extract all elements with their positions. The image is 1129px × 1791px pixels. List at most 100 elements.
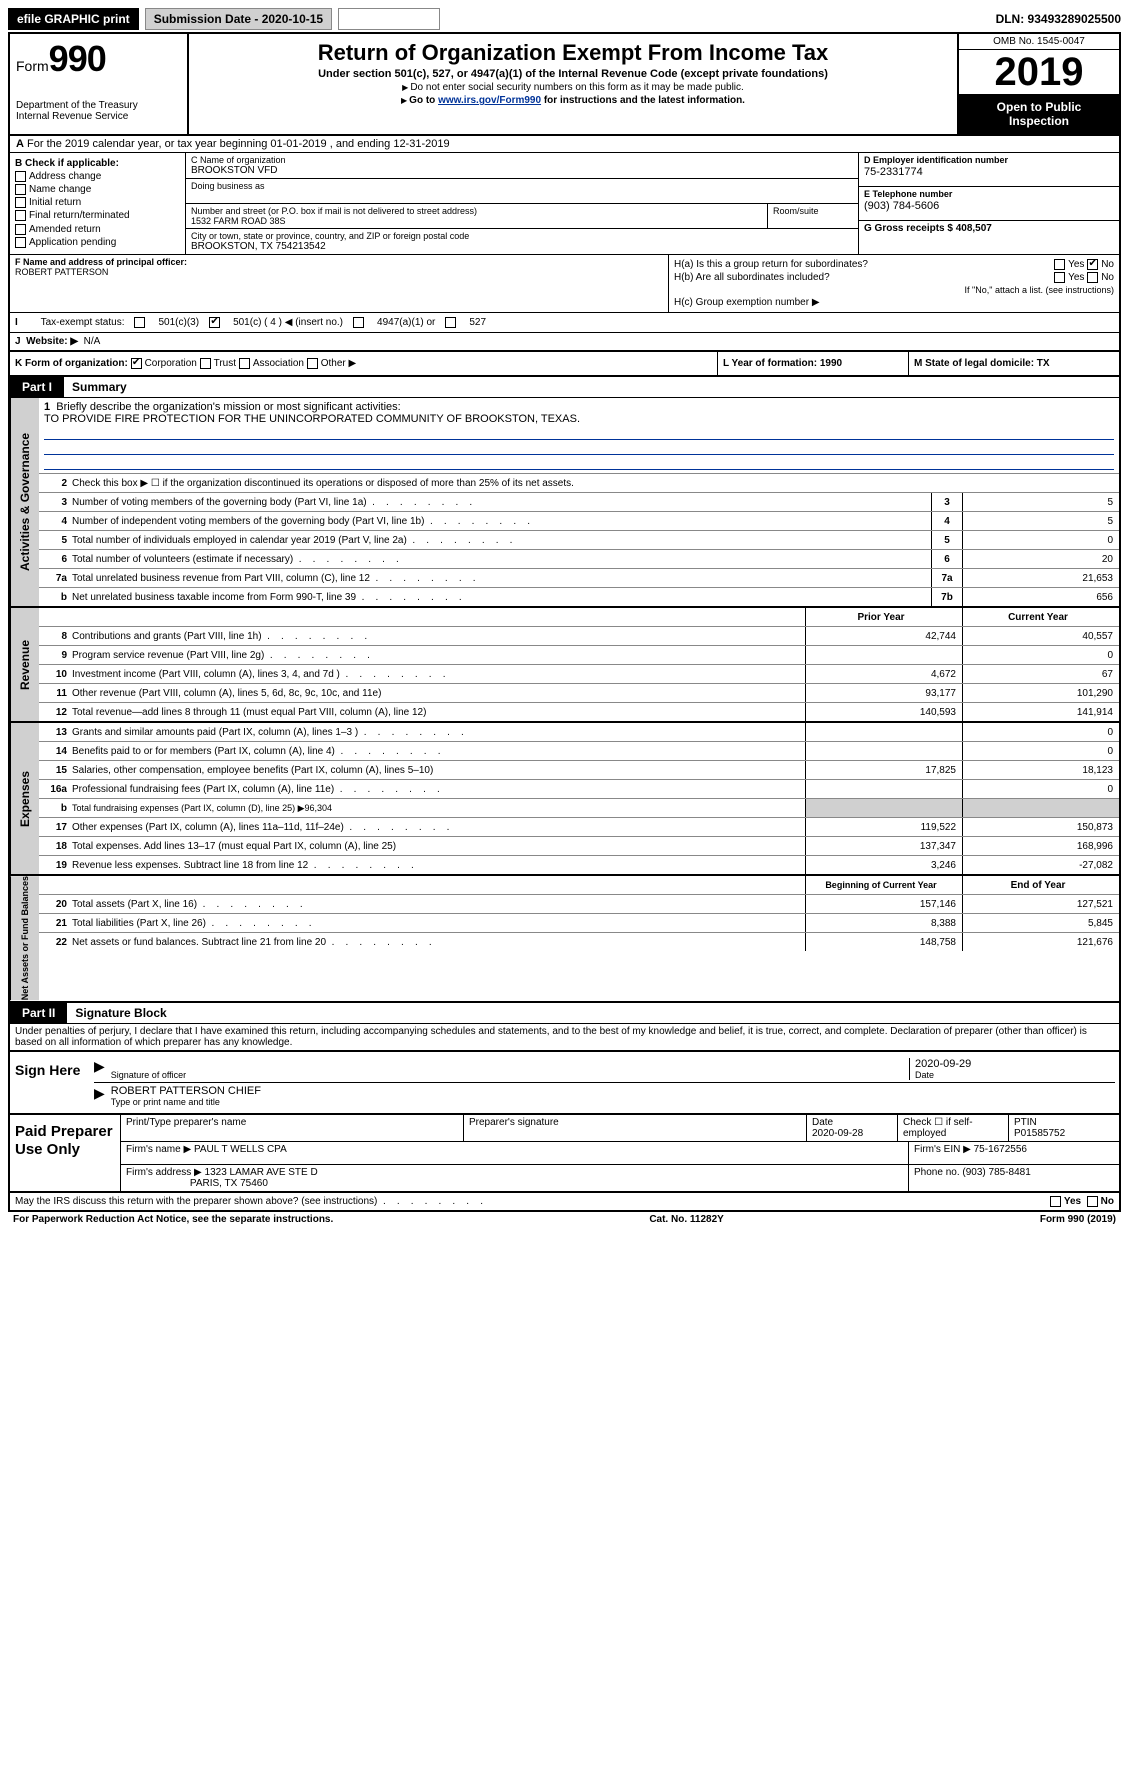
row-a-taxyear: A For the 2019 calendar year, or tax yea…	[10, 136, 1119, 153]
efile-button[interactable]: efile GRAPHIC print	[8, 8, 139, 30]
cb-hb-yes[interactable]	[1054, 272, 1065, 283]
line-9-p	[805, 646, 962, 664]
form990-link[interactable]: www.irs.gov/Form990	[438, 95, 541, 106]
part-i-header: Part I Summary	[10, 377, 1119, 398]
line-10-p: 4,672	[805, 665, 962, 683]
header-right: OMB No. 1545-0047 2019 Open to PublicIns…	[957, 34, 1119, 134]
cb-amended[interactable]	[15, 224, 26, 235]
dept-treasury: Department of the Treasury	[16, 100, 181, 111]
line-20-p: 157,146	[805, 895, 962, 913]
cb-initial-return[interactable]	[15, 197, 26, 208]
col-b: B Check if applicable: Address change Na…	[10, 153, 186, 254]
part-i-title: Summary	[64, 377, 135, 397]
section-activities: Activities & Governance 1 Briefly descri…	[10, 398, 1119, 608]
org-street: 1532 FARM ROAD 38S	[191, 216, 286, 226]
preparer-row: Paid Preparer Use Only Print/Type prepar…	[10, 1115, 1119, 1193]
line-12-text: Total revenue—add lines 8 through 11 (mu…	[72, 705, 805, 720]
website-val: N/A	[84, 336, 101, 347]
line-19-c: -27,082	[962, 856, 1119, 874]
officer-name-title: ROBERT PATTERSON CHIEF	[111, 1085, 1115, 1097]
line-20-text: Total assets (Part X, line 16)	[72, 897, 805, 912]
cb-final-return[interactable]	[15, 210, 26, 221]
line-16b-text: Total fundraising expenses (Part IX, col…	[72, 801, 805, 816]
line-22-text: Net assets or fund balances. Subtract li…	[72, 935, 805, 950]
goto-pre: Go to	[409, 95, 438, 106]
line-13-text: Grants and similar amounts paid (Part IX…	[72, 725, 805, 740]
cb-hb-no[interactable]	[1087, 272, 1098, 283]
line-21-text: Total liabilities (Part X, line 26)	[72, 916, 805, 931]
firm-addr2: PARIS, TX 75460	[190, 1178, 268, 1189]
block-bcdeg: B Check if applicable: Address change Na…	[10, 153, 1119, 255]
cb-501c[interactable]	[209, 317, 220, 328]
dln: DLN: 93493289025500	[996, 12, 1121, 26]
side-expenses: Expenses	[10, 723, 39, 874]
box-l-year: L Year of formation: 1990	[717, 352, 908, 375]
line-7b-val: 656	[962, 588, 1119, 606]
cb-discuss-yes[interactable]	[1050, 1196, 1061, 1207]
goto-post: for instructions and the latest informat…	[541, 95, 745, 106]
section-netassets: Net Assets or Fund Balances Beginning of…	[10, 876, 1119, 1002]
name-title-label: Type or print name and title	[111, 1097, 1115, 1107]
hdr-curr: Current Year	[962, 608, 1119, 626]
box-dba: Doing business as	[186, 179, 859, 204]
sign-here-label: Sign Here	[10, 1052, 90, 1113]
line-3-text: Number of voting members of the governin…	[72, 495, 931, 510]
line-10-c: 67	[962, 665, 1119, 683]
line-17-c: 150,873	[962, 818, 1119, 836]
cb-ha-yes[interactable]	[1054, 259, 1065, 270]
cb-trust[interactable]	[200, 358, 211, 369]
line-4-text: Number of independent voting members of …	[72, 514, 931, 529]
cb-app-pending[interactable]	[15, 237, 26, 248]
firm-addr1: 1323 LAMAR AVE STE D	[205, 1167, 318, 1178]
cb-discuss-no[interactable]	[1087, 1196, 1098, 1207]
ftr-mid: Cat. No. 11282Y	[649, 1214, 723, 1225]
sig-date: 2020-09-29	[915, 1058, 1115, 1070]
tax-year: 2019	[959, 50, 1119, 94]
cb-address-change[interactable]	[15, 171, 26, 182]
form-number: 990	[49, 38, 106, 79]
row-j-website: J Website: ▶ N/A	[10, 333, 1119, 352]
side-revenue: Revenue	[10, 608, 39, 721]
cb-527[interactable]	[445, 317, 456, 328]
header-mid: Return of Organization Exempt From Incom…	[189, 34, 957, 134]
line-16b-c	[962, 799, 1119, 817]
cb-corp[interactable]	[131, 358, 142, 369]
line-9-c: 0	[962, 646, 1119, 664]
firm-phone: (903) 785-8481	[962, 1167, 1030, 1178]
cb-4947[interactable]	[353, 317, 364, 328]
line-20-c: 127,521	[962, 895, 1119, 913]
line-13-c: 0	[962, 723, 1119, 741]
cb-other[interactable]	[307, 358, 318, 369]
subtitle-2: Do not enter social security numbers on …	[410, 82, 743, 93]
org-name: BROOKSTON VFD	[191, 165, 278, 176]
firm-name: PAUL T WELLS CPA	[194, 1144, 287, 1155]
officer-name: ROBERT PATTERSON	[15, 267, 108, 277]
hb-note: If "No," attach a list. (see instruction…	[674, 285, 1114, 295]
cb-name-change[interactable]	[15, 184, 26, 195]
cb-assoc[interactable]	[239, 358, 250, 369]
line-5-val: 0	[962, 531, 1119, 549]
hdr-boy: Beginning of Current Year	[805, 876, 962, 894]
cb-ha-no[interactable]	[1087, 259, 1098, 270]
line-5-text: Total number of individuals employed in …	[72, 533, 931, 548]
preparer-label: Paid Preparer Use Only	[10, 1115, 121, 1191]
header-left: Form990 Department of the Treasury Inter…	[10, 34, 189, 134]
line-13-p	[805, 723, 962, 741]
line-14-c: 0	[962, 742, 1119, 760]
line-10-text: Investment income (Part VIII, column (A)…	[72, 667, 805, 682]
section-revenue: Revenue Prior YearCurrent Year 8Contribu…	[10, 608, 1119, 723]
part-ii-title: Signature Block	[67, 1003, 174, 1023]
line-18-text: Total expenses. Add lines 13–17 (must eq…	[72, 839, 805, 854]
line-21-c: 5,845	[962, 914, 1119, 932]
cb-501c3[interactable]	[134, 317, 145, 328]
sig-declaration: Under penalties of perjury, I declare th…	[10, 1024, 1119, 1052]
line-7a-text: Total unrelated business revenue from Pa…	[72, 571, 931, 586]
box-c-name: C Name of organization BROOKSTON VFD	[186, 153, 859, 179]
sig-officer-label: Signature of officer	[111, 1070, 909, 1080]
box-e-phone: E Telephone number (903) 784-5606	[859, 187, 1119, 221]
line-19-p: 3,246	[805, 856, 962, 874]
hdr-eoy: End of Year	[962, 876, 1119, 894]
line-21-p: 8,388	[805, 914, 962, 932]
phone: (903) 784-5606	[864, 200, 939, 212]
line-4-val: 5	[962, 512, 1119, 530]
